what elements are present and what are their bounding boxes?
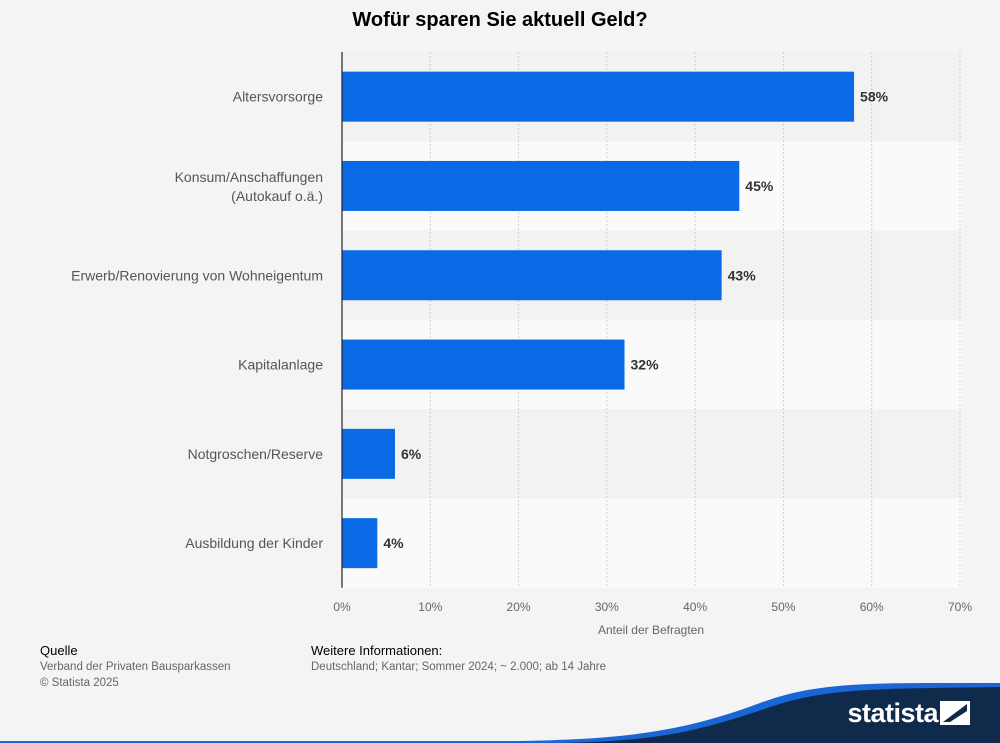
info-block: Weitere Informationen: Deutschland; Kant… <box>311 643 606 675</box>
value-label: 6% <box>401 446 422 462</box>
brand-wave <box>0 682 1000 743</box>
value-label: 32% <box>631 357 660 373</box>
value-label: 58% <box>860 89 889 105</box>
source-heading: Quelle <box>40 643 78 658</box>
x-tick-label: 50% <box>771 600 795 614</box>
value-label: 45% <box>745 178 774 194</box>
x-tick-label: 20% <box>507 600 531 614</box>
bar[interactable] <box>342 71 855 122</box>
value-label: 43% <box>728 267 757 283</box>
grid-lines <box>429 52 961 588</box>
bar[interactable] <box>342 250 722 301</box>
bar[interactable] <box>342 339 625 390</box>
copyright-text: © Statista 2025 <box>40 677 119 689</box>
category-label: Erwerb/Renovierung von Wohneigentum <box>71 267 323 283</box>
bar[interactable] <box>342 160 740 211</box>
bars <box>342 71 855 569</box>
x-tick-label: 40% <box>683 600 707 614</box>
category-label: Notgroschen/Reserve <box>188 446 324 462</box>
x-tick-label: 0% <box>333 600 351 614</box>
x-tick-labels: 0% 10% 20% 30% 40% 50% 60% 70% <box>333 600 972 614</box>
info-heading: Weitere Informationen: <box>311 643 443 658</box>
row-bands <box>342 52 962 588</box>
bar[interactable] <box>342 518 378 569</box>
category-label: Altersvorsorge <box>233 89 323 105</box>
x-tick-label: 70% <box>948 600 972 614</box>
bar[interactable] <box>342 428 395 479</box>
x-tick-label: 30% <box>595 600 619 614</box>
source-block: Quelle Verband der Privaten Bausparkasse… <box>40 643 231 691</box>
source-text: Verband der Privaten Bausparkassen <box>40 661 231 673</box>
info-text: Deutschland; Kantar; Sommer 2024; ~ 2.00… <box>311 661 607 673</box>
x-tick-label: 60% <box>860 600 884 614</box>
category-label: Ausbildung der Kinder <box>185 535 323 551</box>
statista-brand-bar[interactable]: statista <box>0 673 1000 743</box>
statista-logo-icon <box>940 701 970 725</box>
x-tick-label: 10% <box>418 600 442 614</box>
value-labels: 58% 45% 43% 32% 6% 4% <box>383 89 888 552</box>
row-band <box>342 409 962 499</box>
chart-title: Wofür sparen Sie aktuell Geld? <box>352 9 648 31</box>
row-band <box>342 498 962 588</box>
category-labels: Altersvorsorge Konsum/Anschaffungen (Autok… <box>71 89 323 552</box>
category-label: Konsum/Anschaffungen (Autokauf o.ä.) <box>175 169 323 204</box>
category-label: Kapitalanlage <box>238 357 323 373</box>
bar-chart: Altersvorsorge Konsum/Anschaffungen (Autok… <box>71 52 972 637</box>
brand-name: statista <box>847 698 938 728</box>
x-axis-title: Anteil der Befragten <box>598 623 704 637</box>
value-label: 4% <box>383 535 404 551</box>
